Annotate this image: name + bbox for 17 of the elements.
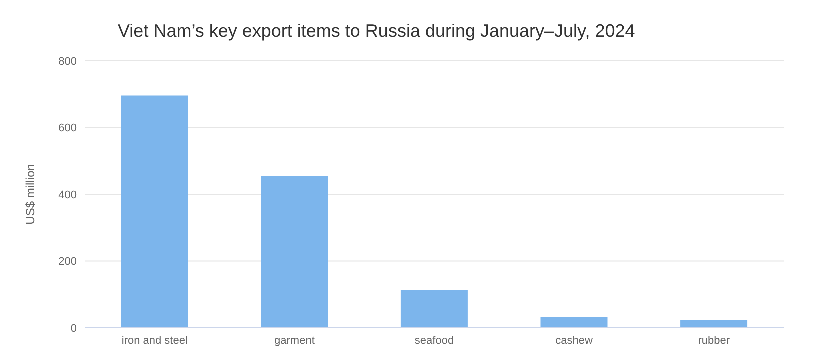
x-tick-label: rubber	[698, 334, 730, 347]
bar	[680, 320, 748, 328]
y-axis-title: US$ million	[23, 164, 38, 225]
x-tick-label: seafood	[414, 334, 454, 347]
bar	[400, 290, 468, 328]
chart-title: Viet Nam’s key export items to Russia during January–July, 2024	[117, 20, 636, 43]
y-tick-label: 0	[70, 322, 77, 335]
y-tick-label: 800	[58, 56, 77, 68]
bar	[540, 316, 608, 328]
x-tick-label: cashew	[556, 334, 594, 347]
bar	[261, 176, 328, 328]
y-tick-label: 200	[58, 256, 77, 268]
x-tick-label: iron and steel	[122, 334, 188, 347]
y-tick-label: 400	[58, 189, 77, 202]
y-tick-label: 600	[58, 122, 77, 135]
bar	[121, 96, 188, 328]
x-tick-label: garment	[274, 334, 315, 347]
